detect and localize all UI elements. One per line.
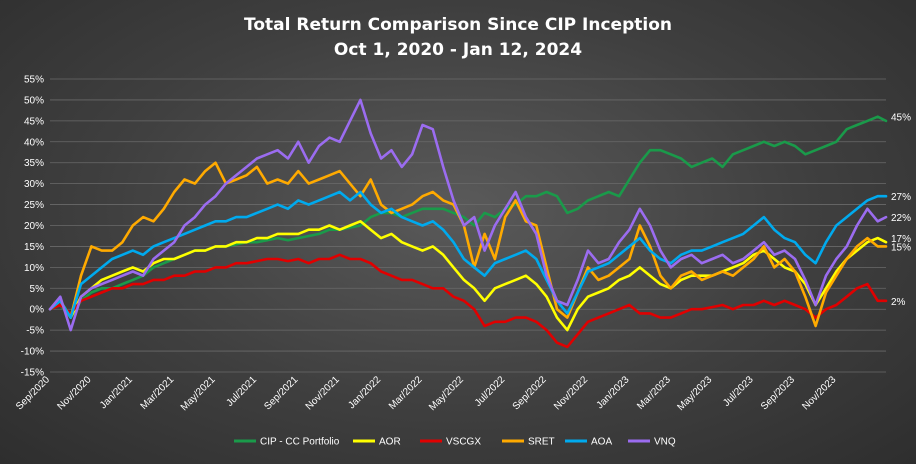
y-tick-label: 50% (24, 95, 44, 106)
y-tick-label: -15% (21, 368, 44, 379)
y-tick-label: 20% (24, 221, 44, 232)
legend-label: AOR (379, 437, 401, 448)
end-value-labels: 45% 17% 2% 15% 27% 22% (891, 113, 911, 308)
x-tick-label: Nov/2023 (800, 374, 838, 412)
y-tick-label: 15% (24, 242, 44, 253)
x-tick-label: Nov/2021 (304, 374, 342, 412)
y-tick-label: 40% (24, 137, 44, 148)
x-tick-label: Mar/2022 (387, 374, 425, 412)
grid (50, 78, 886, 373)
y-tick-label: 35% (24, 158, 44, 169)
x-tick-label: May/2023 (675, 374, 714, 413)
y-tick-label: -5% (26, 326, 44, 337)
x-tick-label: May/2021 (179, 374, 218, 413)
end-value-label: 45% (891, 113, 911, 124)
legend: CIP - CC Portfolio AOR VSCGX SRET AOA VNQ (234, 437, 676, 448)
x-tick-label: May/2022 (427, 374, 466, 413)
x-tick-label: Jul/2022 (473, 374, 508, 409)
legend-label: VNQ (654, 437, 676, 448)
x-tick-label: Mar/2023 (635, 374, 673, 412)
x-tick-label: Sep/2020 (14, 374, 52, 412)
x-tick-label: Jan/2022 (346, 374, 383, 411)
chart-subtitle: Oct 1, 2020 - Jan 12, 2024 (334, 40, 582, 60)
legend-label: VSCGX (446, 437, 481, 448)
end-value-label: 15% (891, 242, 911, 253)
x-tick-label: Sep/2022 (511, 374, 549, 412)
end-value-label: 17% (891, 234, 911, 245)
y-tick-label: 5% (30, 284, 45, 295)
x-tick-label: Jul/2021 (225, 374, 260, 409)
y-tick-label: 25% (24, 200, 44, 211)
end-value-label: 2% (891, 297, 906, 308)
series-line (48, 253, 888, 349)
x-tick-label: Nov/2020 (55, 374, 93, 412)
legend-label: CIP - CC Portfolio (260, 437, 340, 448)
series-line (48, 190, 888, 319)
x-tick-label: Jan/2023 (595, 374, 632, 411)
series-lines (48, 98, 888, 349)
y-tick-label: 45% (24, 116, 44, 127)
x-tick-label: Sep/2023 (759, 374, 797, 412)
y-tick-label: 55% (24, 75, 44, 86)
x-tick-label: Jul/2023 (721, 374, 756, 409)
end-value-label: 27% (891, 192, 911, 203)
y-tick-label: -10% (21, 347, 44, 358)
series-line (48, 98, 888, 332)
x-tick-label: Sep/2021 (262, 374, 300, 412)
series-line (48, 161, 888, 328)
legend-label: SRET (528, 437, 555, 448)
y-axis-tick-labels: -15% -10% -5% 0% 5% 10% 15% 20% 25% 30% 35% 40% 45% 5… (21, 75, 44, 379)
legend-label: AOA (591, 437, 612, 448)
series-line (48, 220, 888, 332)
series-line (48, 115, 888, 319)
y-tick-label: 0% (30, 305, 45, 316)
x-tick-label: Jan/2021 (98, 374, 135, 411)
x-tick-label: Nov/2022 (552, 374, 590, 412)
y-tick-label: 30% (24, 179, 44, 190)
chart-title: Total Return Comparison Since CIP Incept… (244, 15, 672, 35)
x-axis-tick-labels: Sep/2020 Nov/2020 Jan/2021 Mar/2021 May/2021… (14, 374, 839, 413)
x-tick-label: Mar/2021 (139, 374, 177, 412)
y-tick-label: 10% (24, 263, 44, 274)
end-value-label: 22% (891, 213, 911, 224)
